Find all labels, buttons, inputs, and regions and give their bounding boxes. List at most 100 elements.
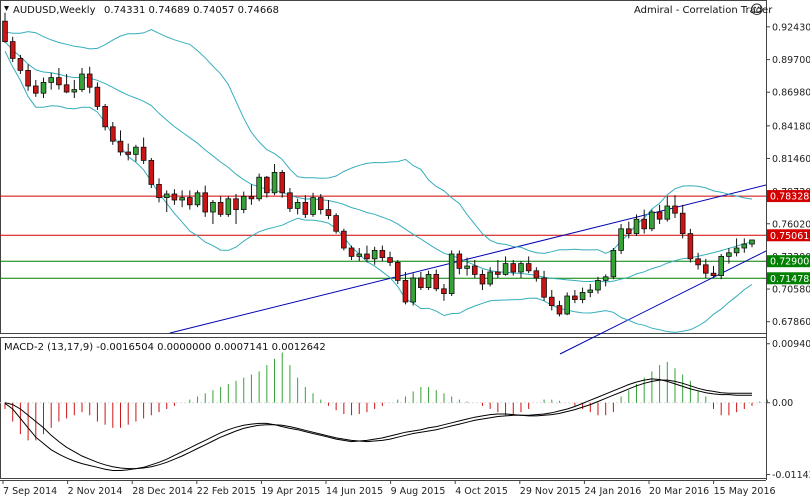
candle-body (572, 295, 578, 300)
price-panel (0, 0, 767, 334)
candle-body (602, 276, 609, 281)
candle-body (17, 58, 24, 71)
time-tick-label: 20 Mar 2016 (649, 486, 709, 497)
time-tick-label: 28 Dec 2014 (132, 486, 193, 497)
candle-body (163, 193, 170, 198)
time-tick-label: 7 Sep 2014 (3, 486, 57, 497)
price-tick-label: 0.76020 (772, 219, 810, 230)
candle (133, 144, 139, 162)
channel-support-line[interactable] (559, 250, 767, 355)
candle-body (495, 271, 501, 275)
candle-body (279, 171, 286, 194)
candle-body (402, 279, 409, 303)
candle (302, 195, 309, 218)
price-tick-label: 0.92430 (772, 22, 810, 33)
candle (287, 188, 293, 212)
candle (317, 194, 324, 215)
candle-body (348, 247, 355, 257)
candle (533, 267, 540, 282)
macd-indicator (0, 352, 768, 471)
candle (610, 248, 617, 280)
candle-body (356, 253, 363, 257)
candle-body (371, 249, 378, 260)
candle (194, 190, 201, 208)
candle-body (625, 228, 632, 235)
candle-body (394, 261, 401, 281)
time-tick-label: 22 Feb 2015 (197, 486, 256, 497)
candle-body (718, 255, 724, 276)
candle (726, 248, 732, 264)
candle-body (610, 249, 617, 278)
candle-body (179, 197, 185, 201)
candle (487, 267, 493, 287)
candle (541, 270, 547, 301)
candle-body (564, 295, 570, 315)
candle-body (86, 73, 93, 88)
macd-panel (0, 337, 767, 479)
candle-body (302, 201, 309, 215)
candle-body (387, 257, 393, 263)
candle (656, 204, 663, 224)
level-tag (767, 190, 810, 203)
candle-body (502, 263, 509, 275)
expand-arrow-icon[interactable] (4, 6, 9, 11)
candle-body (595, 279, 601, 291)
candle (687, 228, 694, 263)
candle-body (448, 253, 455, 294)
candle (418, 272, 424, 290)
candle-body (287, 192, 293, 209)
level-tag-text: 0.71478 (770, 274, 809, 285)
candle (86, 66, 93, 94)
candle (163, 190, 170, 212)
candle-body (210, 201, 216, 213)
candle-body (125, 151, 132, 155)
candle-body (541, 277, 547, 298)
candle (333, 213, 339, 234)
candle-body (687, 233, 694, 260)
macd-axis-labels: 0.009404 0.00 -0.011437 (766, 339, 810, 481)
candle (718, 254, 724, 280)
candle-body (171, 193, 178, 201)
candle-body (341, 230, 347, 249)
candle-body (48, 77, 54, 83)
candle (341, 228, 347, 251)
candle (25, 64, 31, 91)
candle (63, 74, 70, 94)
candle (502, 256, 509, 276)
candle (294, 198, 301, 215)
candle (79, 68, 85, 92)
candle-body (664, 205, 671, 220)
candle-body (202, 192, 209, 213)
candle (602, 274, 609, 287)
candle-body (2, 20, 8, 43)
plugin-name: Admiral - Correlation Trader (634, 5, 773, 16)
candle (471, 260, 478, 278)
time-axis-labels: 7 Sep 2014 2 Nov 2014 28 Dec 2014 22 Feb 20… (2, 480, 776, 497)
candle-body (25, 70, 31, 87)
candle-body (703, 264, 709, 274)
level-price-tags: 0.78328 0.75061 0.72900 0.71478 (767, 190, 810, 285)
candle (749, 239, 755, 248)
candle-body (256, 176, 262, 200)
candle-body (79, 73, 85, 91)
candle-body (71, 89, 78, 93)
candle-body (479, 273, 486, 285)
candle (17, 54, 24, 74)
macd-tick-label: 0.00 (772, 398, 793, 409)
candle-body (441, 288, 447, 294)
candle-body (333, 215, 339, 232)
candle (618, 224, 624, 254)
candle-body (248, 195, 255, 200)
candle-body (117, 140, 124, 153)
candle (649, 209, 655, 232)
candle-body (310, 197, 316, 215)
candle-body (587, 289, 594, 293)
candle-body (425, 273, 432, 288)
candle (556, 300, 563, 317)
candle (217, 196, 224, 217)
candle-body (641, 218, 647, 230)
smiley-icon[interactable]: ☺ (750, 3, 764, 18)
candle-body (140, 146, 147, 161)
price-tick-label: 0.84180 (772, 121, 810, 132)
